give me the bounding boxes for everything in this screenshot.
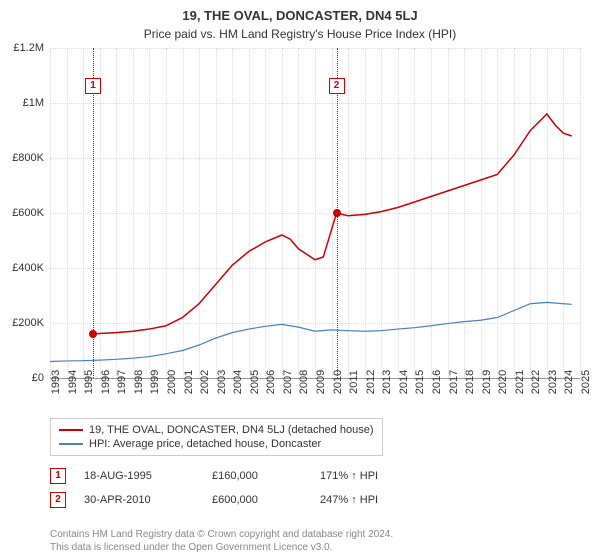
x-tick-label: 2023 <box>547 370 559 394</box>
legend-row: HPI: Average price, detached house, Donc… <box>59 437 374 451</box>
chart-title: 19, THE OVAL, DONCASTER, DN4 5LJ <box>0 0 600 23</box>
x-tick-label: 2012 <box>365 370 377 394</box>
x-tick-label: 2017 <box>448 370 460 394</box>
sale-row-marker: 1 <box>50 468 66 484</box>
x-tick-label: 2022 <box>530 370 542 394</box>
y-tick-label: £1M <box>23 97 44 109</box>
x-tick-label: 2019 <box>481 370 493 394</box>
sale-marker-line <box>93 48 94 378</box>
legend-swatch <box>59 429 83 431</box>
legend-box: 19, THE OVAL, DONCASTER, DN4 5LJ (detach… <box>50 418 383 456</box>
y-tick-label: £1.2M <box>13 42 44 54</box>
chart-plot-area: 12 £0£200K£400K£600K£800K£1M£1.2M 199319… <box>50 48 580 378</box>
sale-row: 1 18-AUG-1995 £160,000 171% ↑ HPI <box>50 464 580 488</box>
x-tick-label: 2008 <box>298 370 310 394</box>
x-tick-label: 2004 <box>232 370 244 394</box>
x-tick-label: 2005 <box>249 370 261 394</box>
y-tick-label: £200K <box>12 317 44 329</box>
y-tick-label: £800K <box>12 152 44 164</box>
x-tick-label: 1993 <box>50 370 62 394</box>
x-tick-label: 2016 <box>431 370 443 394</box>
footer-line1: Contains HM Land Registry data © Crown c… <box>50 529 393 540</box>
sale-row-marker: 2 <box>50 492 66 508</box>
y-tick-label: £0 <box>32 372 44 384</box>
x-tick-label: 2001 <box>183 370 195 394</box>
x-gridline <box>580 48 581 378</box>
x-tick-label: 2013 <box>381 370 393 394</box>
x-tick-label: 2024 <box>563 370 575 394</box>
x-tick-label: 1995 <box>83 370 95 394</box>
sale-marker-badge: 2 <box>329 78 345 94</box>
x-tick-label: 2020 <box>497 370 509 394</box>
y-tick-label: £600K <box>12 207 44 219</box>
sales-table: 1 18-AUG-1995 £160,000 171% ↑ HPI 2 30-APR-20… <box>50 464 580 512</box>
x-tick-label: 2010 <box>332 370 344 394</box>
sale-marker-badge: 1 <box>85 78 101 94</box>
legend-label: 19, THE OVAL, DONCASTER, DN4 5LJ (detach… <box>89 424 374 436</box>
x-tick-label: 2018 <box>464 370 476 394</box>
x-tick-label: 2007 <box>282 370 294 394</box>
x-tick-label: 2000 <box>166 370 178 394</box>
footer-text: Contains HM Land Registry data © Crown c… <box>50 528 393 554</box>
x-tick-label: 2011 <box>348 370 360 394</box>
chart-subtitle: Price paid vs. HM Land Registry's House … <box>0 23 600 41</box>
x-tick-label: 1996 <box>100 370 112 394</box>
x-tick-label: 1998 <box>133 370 145 394</box>
x-tick-label: 1999 <box>149 370 161 394</box>
legend-row: 19, THE OVAL, DONCASTER, DN4 5LJ (detach… <box>59 423 374 437</box>
sale-marker-dot <box>89 330 97 338</box>
x-tick-label: 2014 <box>398 370 410 394</box>
sale-hpi: 247% ↑ HPI <box>320 494 420 506</box>
x-tick-label: 1997 <box>116 370 128 394</box>
legend-swatch <box>59 443 83 445</box>
chart-container: 19, THE OVAL, DONCASTER, DN4 5LJ Price p… <box>0 0 600 560</box>
sale-row: 2 30-APR-2010 £600,000 247% ↑ HPI <box>50 488 580 512</box>
sale-price: £160,000 <box>212 470 302 482</box>
x-tick-label: 2015 <box>414 370 426 394</box>
x-tick-label: 2021 <box>514 370 526 394</box>
sale-date: 18-AUG-1995 <box>84 470 194 482</box>
sale-price: £600,000 <box>212 494 302 506</box>
legend-label: HPI: Average price, detached house, Donc… <box>89 438 321 450</box>
x-tick-label: 2002 <box>199 370 211 394</box>
sale-hpi: 171% ↑ HPI <box>320 470 420 482</box>
x-tick-label: 1994 <box>67 370 79 394</box>
series-property <box>93 114 572 334</box>
legend-block: 19, THE OVAL, DONCASTER, DN4 5LJ (detach… <box>50 418 580 512</box>
x-tick-label: 2003 <box>216 370 228 394</box>
line-series-layer <box>50 48 580 378</box>
sale-marker-dot <box>333 209 341 217</box>
x-tick-label: 2006 <box>265 370 277 394</box>
footer-line2: This data is licensed under the Open Gov… <box>50 542 332 553</box>
y-tick-label: £400K <box>12 262 44 274</box>
x-tick-label: 2025 <box>580 370 592 394</box>
x-tick-label: 2009 <box>315 370 327 394</box>
sale-date: 30-APR-2010 <box>84 494 194 506</box>
